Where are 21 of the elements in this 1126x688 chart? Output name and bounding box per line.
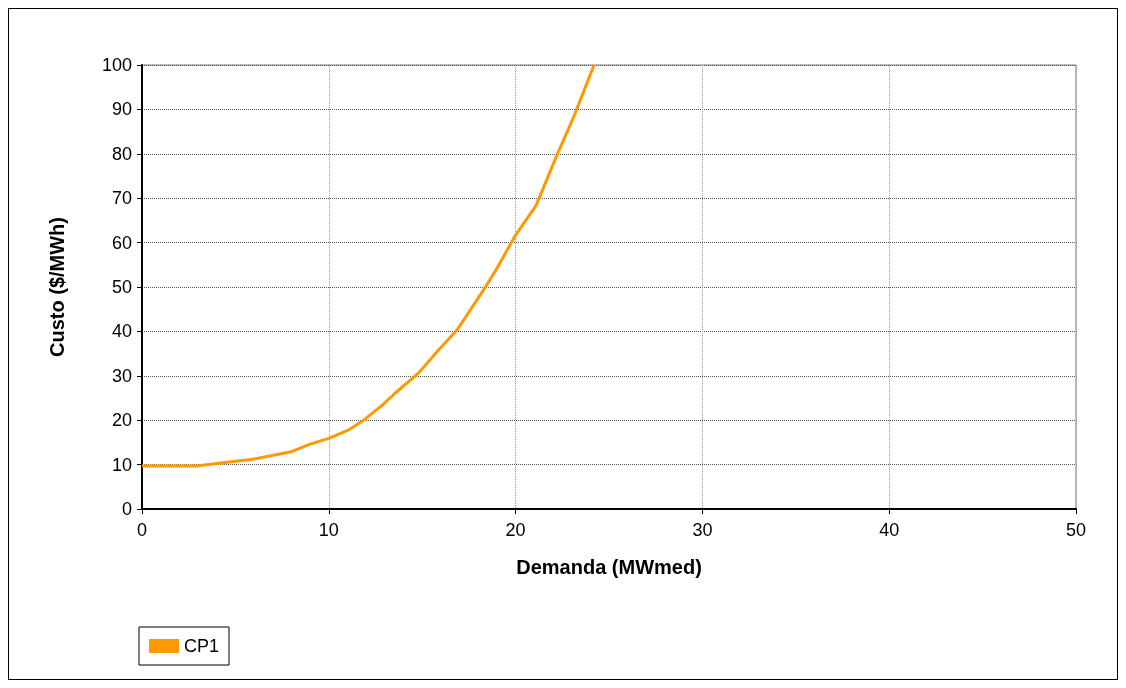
y-tick-label: 90 <box>111 99 132 120</box>
x-tick-label: 40 <box>879 520 900 540</box>
line-series <box>140 63 596 468</box>
y-tick-label: 100 <box>101 55 132 75</box>
y-tick-label: 0 <box>121 499 132 519</box>
x-tick-label: 30 <box>692 520 713 540</box>
x-tick-label: 20 <box>505 520 526 540</box>
x-tick-label: 50 <box>1065 520 1087 540</box>
y-tick-label: 50 <box>111 277 132 297</box>
y-tick-label: 30 <box>111 365 132 386</box>
y-tick-label: 70 <box>111 188 132 209</box>
y-tick-label: 80 <box>111 143 132 164</box>
x-tick-label: 10 <box>318 520 339 540</box>
y-tick-label: 40 <box>111 321 132 342</box>
y-tick-label: 20 <box>111 410 132 431</box>
x-tick-label: 0 <box>136 520 148 540</box>
y-axis-title: Custo ($/MWh) <box>46 217 68 357</box>
y-tick-label: 10 <box>111 454 132 475</box>
x-axis-title: Demanda (MWmed) <box>516 556 702 578</box>
y-tick-label: 60 <box>111 232 132 253</box>
legend-label: CP1 <box>184 636 220 656</box>
